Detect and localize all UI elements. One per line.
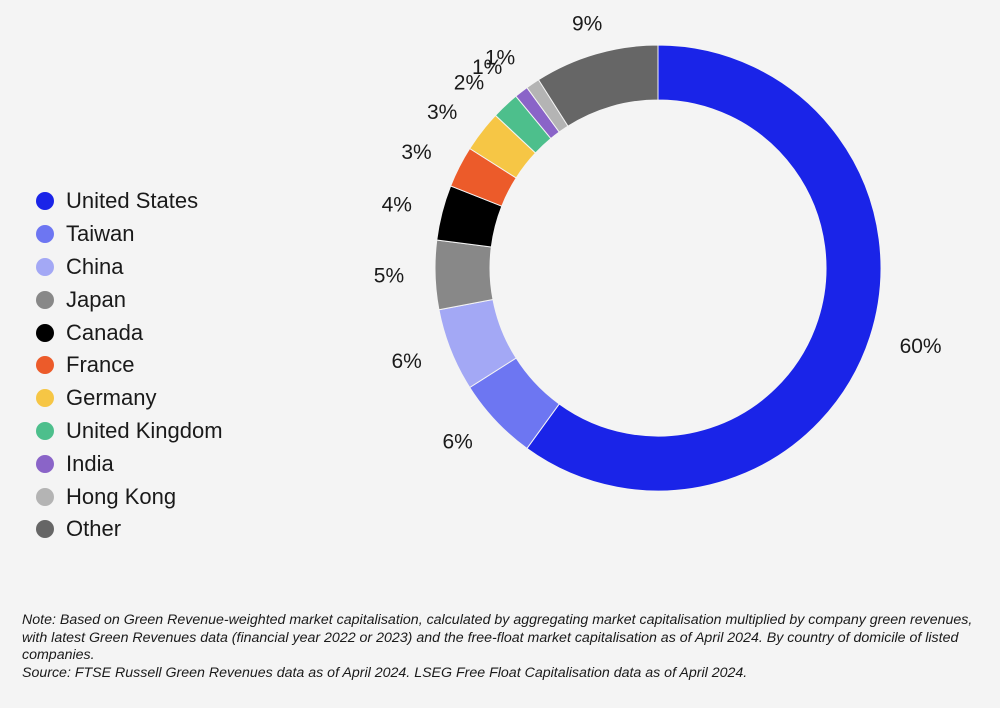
chart-footnotes: Note: Based on Green Revenue-weighted ma… — [22, 612, 982, 682]
legend-label: Taiwan — [66, 221, 135, 247]
legend-label: Germany — [66, 385, 157, 411]
legend-item-other: Other — [36, 513, 223, 546]
legend-item-france: France — [36, 349, 223, 382]
legend-swatch — [36, 257, 54, 276]
donut-chart: 60% 6% 6% 5% 4% 3% 3% 2%1%1% 9% — [374, 13, 942, 492]
legend-label: Japan — [66, 286, 126, 312]
legend-item-germany: Germany — [36, 382, 223, 415]
slice-label-hong-kong: 1% — [485, 46, 515, 69]
slice-label-taiwan: 6% — [442, 430, 472, 453]
legend-label: Hong Kong — [66, 483, 177, 509]
legend-label: United Kingdom — [66, 417, 223, 443]
legend-swatch — [36, 454, 54, 473]
slice-label-france: 3% — [401, 141, 431, 164]
legend-item-japan: Japan — [36, 283, 223, 316]
legend-swatch — [36, 487, 54, 506]
note-text: Note: Based on Green Revenue-weighted ma… — [22, 612, 973, 663]
legend-swatch — [36, 421, 54, 440]
slice-label-united-kingdom: 2% — [454, 71, 484, 94]
legend-swatch — [36, 356, 54, 375]
legend-item-hong-kong: Hong Kong — [36, 480, 223, 513]
slice-label-other: 9% — [572, 13, 602, 36]
legend-item-china: China — [36, 251, 223, 284]
legend-swatch — [36, 225, 54, 244]
slice-label-canada: 4% — [382, 193, 412, 216]
legend-item-canada: Canada — [36, 316, 223, 349]
legend-label: Other — [66, 516, 122, 542]
slice-label-germany: 3% — [427, 101, 457, 124]
legend-label: China — [66, 253, 124, 279]
legend-label: India — [66, 450, 114, 476]
slice-label-japan: 5% — [374, 264, 404, 287]
legend-swatch — [36, 389, 54, 408]
legend-swatch — [36, 520, 54, 539]
slice-japan — [434, 239, 494, 311]
legend-item-taiwan: Taiwan — [36, 218, 223, 251]
legend-swatch — [36, 290, 54, 309]
slice-labels: 60% 6% 6% 5% 4% 3% 3% 2%1%1% 9% — [374, 13, 942, 454]
slice-label-china: 6% — [391, 350, 421, 373]
chart-legend: United States Taiwan China Japan Canada Franc… — [36, 185, 223, 546]
legend-item-united-states: United States — [36, 185, 223, 218]
slice-label-india: 1% — [472, 56, 502, 79]
legend-swatch — [36, 323, 54, 342]
donut-slices — [434, 44, 882, 492]
legend-label: United States — [66, 188, 199, 214]
legend-swatch — [36, 192, 54, 211]
legend-item-india: India — [36, 447, 223, 480]
slice-united-states — [526, 44, 882, 492]
legend-label: France — [66, 352, 135, 378]
legend-item-united-kingdom: United Kingdom — [36, 415, 223, 448]
slice-other — [537, 44, 659, 127]
slice-label-united-states: 60% — [900, 335, 942, 358]
source-text: Source: FTSE Russell Green Revenues data… — [22, 664, 748, 681]
legend-label: Canada — [66, 319, 144, 345]
